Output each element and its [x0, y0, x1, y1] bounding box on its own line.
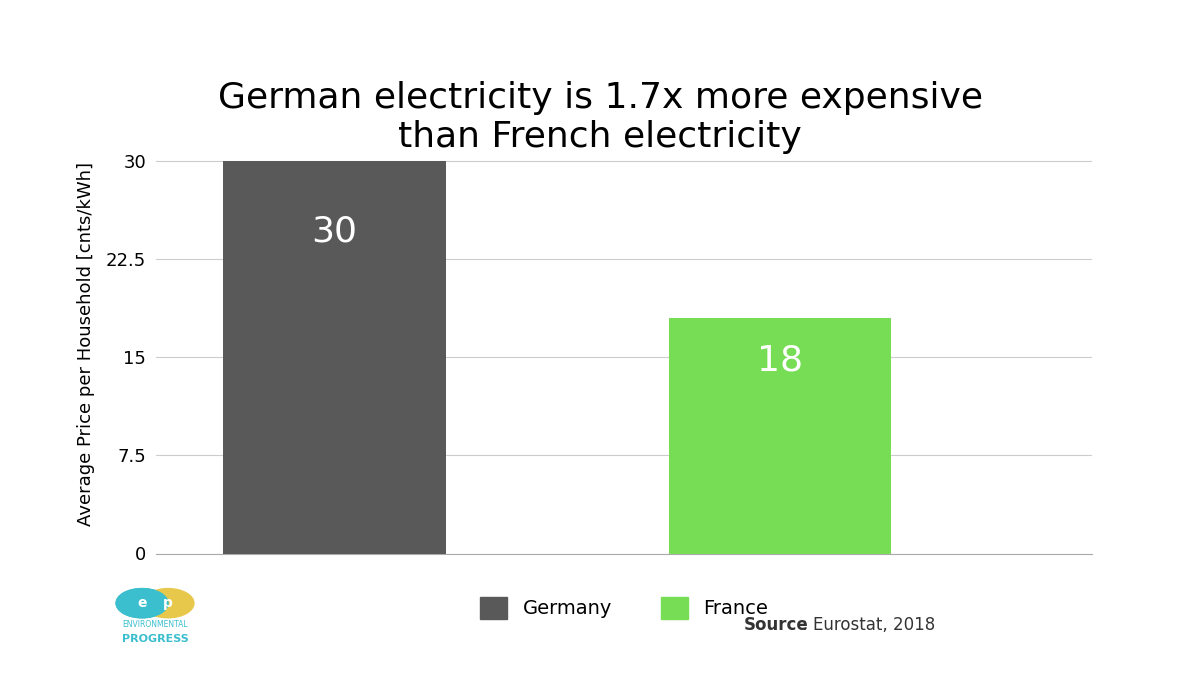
Text: 18: 18: [757, 344, 803, 377]
Text: : Eurostat, 2018: : Eurostat, 2018: [802, 616, 935, 634]
Y-axis label: Average Price per Household [cnts/kWh]: Average Price per Household [cnts/kWh]: [77, 162, 95, 526]
Text: PROGRESS: PROGRESS: [121, 634, 188, 644]
Bar: [223, 161, 445, 554]
Bar: [668, 318, 892, 554]
Text: ENVIRONMENTAL: ENVIRONMENTAL: [122, 620, 188, 628]
Circle shape: [116, 589, 168, 618]
Text: e: e: [137, 596, 146, 610]
Text: German electricity is 1.7x more expensive
than French electricity: German electricity is 1.7x more expensiv…: [217, 81, 983, 155]
Text: Source: Source: [744, 616, 809, 634]
Text: p: p: [163, 596, 173, 610]
Text: 30: 30: [311, 215, 358, 249]
Legend: Germany, France: Germany, France: [480, 597, 768, 619]
Circle shape: [116, 589, 168, 618]
Circle shape: [142, 589, 194, 618]
